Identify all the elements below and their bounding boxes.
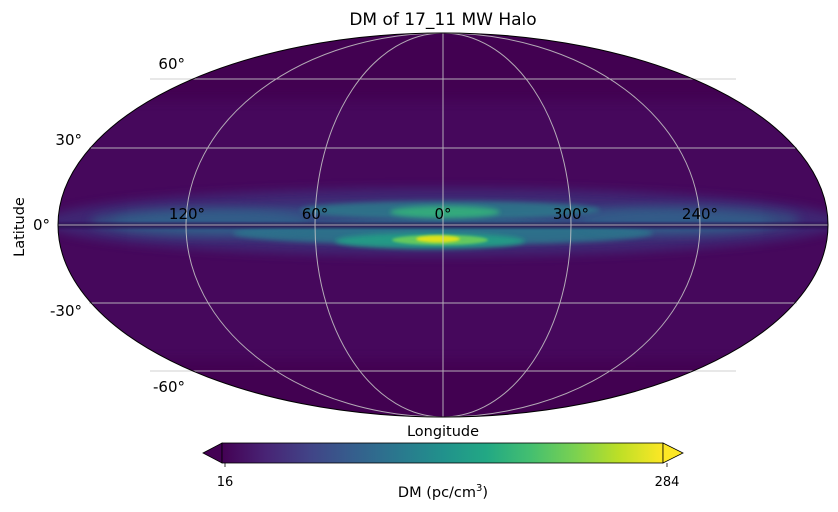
- lon-tick-label: 60°: [302, 205, 329, 223]
- lat-tick-label: 60°: [158, 55, 185, 73]
- longitude-ticks: 120° 60° 0° 300° 240°: [169, 205, 718, 223]
- colorbar-gradient: [221, 442, 664, 464]
- colorbar-label-superscript: 3: [476, 483, 482, 494]
- arm-left: [90, 208, 310, 236]
- colorbar-label: DM (pc/cm3): [398, 483, 488, 501]
- colorbar-label-suffix: ): [482, 485, 488, 501]
- chart-title: DM of 17_11 MW Halo: [349, 10, 536, 30]
- lat-tick-label: 0°: [33, 216, 50, 234]
- x-axis-label: Longitude: [407, 424, 479, 440]
- lat-tick-label: -30°: [50, 302, 82, 320]
- lat-tick-label: 30°: [55, 131, 82, 149]
- lon-tick-label: 300°: [553, 205, 589, 223]
- colorbar-label-prefix: DM (pc/cm: [398, 485, 476, 501]
- lon-tick-label: 0°: [434, 205, 451, 223]
- colorbar-max-label: 284: [655, 475, 680, 490]
- central-emission-upper: [390, 206, 500, 218]
- latitude-ticks: 60° 30° 0° -30° -60°: [33, 55, 185, 396]
- lon-tick-label: 240°: [682, 205, 718, 223]
- colorbar-min-label: 16: [217, 475, 234, 490]
- map-border: [57, 32, 829, 418]
- y-axis-label: Latitude: [12, 197, 28, 257]
- colorbar-extend-max: [662, 442, 684, 464]
- lat-tick-label: -60°: [153, 378, 185, 396]
- lon-tick-label: 120°: [169, 205, 205, 223]
- colorbar: 16 284 DM (pc/cm3): [202, 442, 684, 501]
- core-yellow: [416, 235, 460, 243]
- sky-map: [58, 33, 828, 417]
- colorbar-extend-min: [202, 442, 223, 464]
